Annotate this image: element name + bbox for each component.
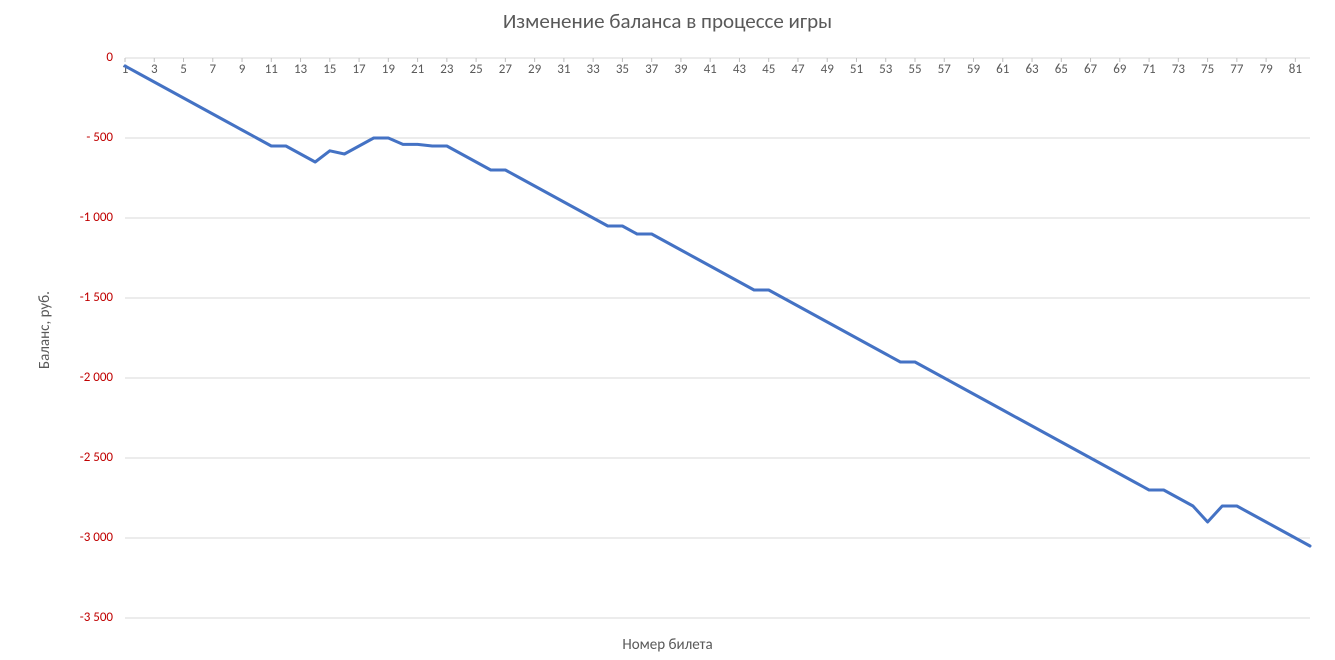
x-tick-label: 9: [239, 62, 246, 77]
x-tick-label: 57: [938, 62, 952, 77]
x-tick-label: 45: [762, 62, 775, 77]
x-tick-label: 61: [996, 62, 1009, 77]
y-tick-label: 0: [106, 50, 113, 65]
x-tick-label: 75: [1201, 62, 1214, 77]
x-tick-label: 77: [1230, 62, 1244, 77]
x-tick-label: 79: [1260, 62, 1274, 77]
x-tick-label: 29: [528, 62, 542, 77]
x-tick-label: 33: [587, 62, 601, 77]
y-tick-label: -3 000: [80, 530, 114, 545]
x-tick-label: 19: [382, 62, 396, 77]
x-tick-label: 13: [294, 62, 308, 77]
x-tick-label: 43: [733, 62, 747, 77]
x-tick-label: 1: [122, 62, 129, 77]
x-tick-label: 35: [616, 62, 629, 77]
x-tick-label: 69: [1113, 62, 1127, 77]
x-tick-label: 11: [265, 62, 278, 77]
y-tick-label: -2 500: [80, 450, 114, 465]
x-tick-label: 21: [411, 62, 424, 77]
x-tick-label: 25: [470, 62, 483, 77]
x-tick-label: 27: [499, 62, 513, 77]
x-tick-label: 39: [674, 62, 688, 77]
x-tick-label: 49: [821, 62, 835, 77]
y-tick-label: -2 000: [80, 370, 114, 385]
x-tick-label: 3: [151, 62, 158, 77]
x-tick-label: 59: [967, 62, 981, 77]
x-tick-label: 31: [557, 62, 570, 77]
x-tick-label: 15: [323, 62, 336, 77]
x-tick-label: 47: [791, 62, 805, 77]
y-tick-label: - 500: [86, 130, 113, 145]
balance-chart: Изменение баланса в процессе игры Баланс…: [0, 0, 1335, 660]
y-tick-label: -1 500: [80, 290, 114, 305]
x-tick-label: 7: [209, 62, 216, 77]
y-tick-label: -1 000: [80, 210, 114, 225]
x-tick-label: 17: [352, 62, 366, 77]
x-tick-label: 73: [1172, 62, 1186, 77]
x-tick-label: 81: [1289, 62, 1302, 77]
x-tick-label: 37: [645, 62, 659, 77]
x-tick-label: 53: [879, 62, 893, 77]
x-tick-label: 65: [1055, 62, 1068, 77]
x-tick-label: 67: [1084, 62, 1098, 77]
x-tick-label: 55: [908, 62, 921, 77]
x-tick-label: 63: [1025, 62, 1039, 77]
x-tick-label: 51: [850, 62, 863, 77]
x-tick-label: 5: [180, 62, 187, 77]
x-tick-label: 71: [1142, 62, 1155, 77]
x-tick-label: 23: [440, 62, 454, 77]
x-tick-label: 41: [704, 62, 717, 77]
plot-svg: 0 - 500 -1 000 -1 500 -2 000 -2 500 -3 000 -3 5…: [0, 0, 1335, 660]
y-tick-label: -3 500: [80, 610, 114, 625]
